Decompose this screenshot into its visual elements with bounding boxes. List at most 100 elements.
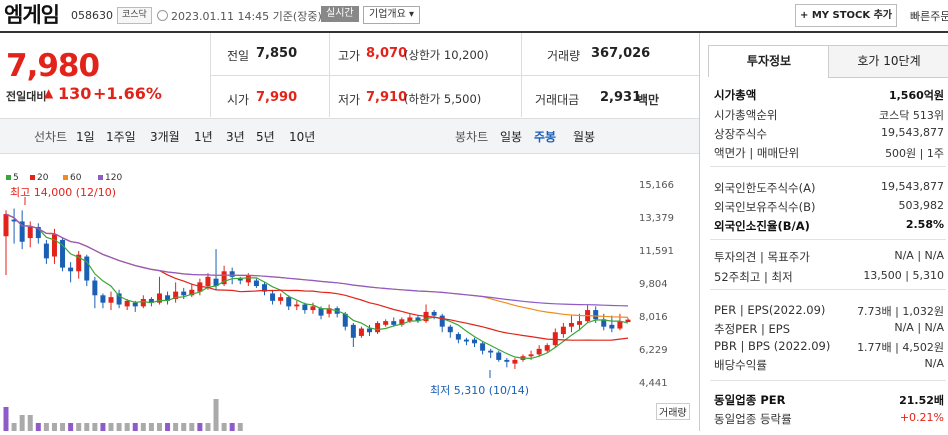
candle-period-tab[interactable]: 월봉 <box>573 130 596 144</box>
stock-name: 엠게임 <box>4 3 60 27</box>
candle-body <box>213 278 219 287</box>
candle-body <box>577 321 583 325</box>
period-tab[interactable]: 1년 <box>194 130 213 144</box>
chart-period-bar <box>0 118 699 154</box>
candle-body <box>439 315 445 327</box>
period-tab[interactable]: 3년 <box>226 130 245 144</box>
info-value: 21.52배 <box>899 394 944 407</box>
company-overview-dropdown[interactable]: 기업개요 ▾ <box>363 6 420 24</box>
legend-swatch <box>63 175 68 180</box>
legend-item: 120 <box>98 173 122 183</box>
info-value: 7.73배 | 1,032원 <box>857 305 944 318</box>
clock-icon <box>157 10 168 21</box>
info-label: 배당수익률 <box>714 358 767 372</box>
panel-divider <box>710 380 946 381</box>
legend-label: 60 <box>70 173 82 183</box>
lower-limit: (하한가 5,500) <box>404 92 482 106</box>
info-label: PBR | BPS (2022.09) <box>714 339 831 353</box>
volume-bar <box>124 423 130 431</box>
candle-body <box>100 295 106 303</box>
candle-body <box>415 317 421 322</box>
candle-body <box>43 243 49 259</box>
info-label: 추정PER | EPS <box>714 322 791 336</box>
candle-period-tab[interactable]: 일봉 <box>500 130 523 144</box>
info-value: 19,543,877 <box>881 126 944 139</box>
info-value: 13,500 | 5,310 <box>863 269 944 282</box>
realtime-button[interactable]: 실시간 <box>321 6 359 22</box>
candle-body <box>27 226 33 239</box>
info-value: N/A | N/A <box>894 249 944 262</box>
candle-body <box>19 221 25 242</box>
open-value: 7,990 <box>256 90 298 105</box>
info-value: +0.21% <box>899 411 944 424</box>
y-tick-label: 6,229 <box>639 344 668 356</box>
volume-bar <box>43 423 49 431</box>
volume-bar <box>237 423 243 431</box>
info-value: N/A | N/A <box>894 321 944 334</box>
period-tab[interactable]: 5년 <box>256 130 275 144</box>
volume-bar <box>165 423 171 431</box>
candle-body <box>407 317 413 322</box>
period-tab[interactable]: 3개월 <box>150 130 180 144</box>
volume-bar <box>221 423 227 431</box>
volume-bar <box>205 423 211 431</box>
period-tab[interactable]: 1주일 <box>106 130 136 144</box>
candle-body <box>383 321 389 325</box>
info-value: N/A <box>924 357 944 370</box>
y-tick-label: 11,591 <box>639 246 674 257</box>
volume-bar <box>51 423 57 431</box>
candle-body <box>431 311 437 316</box>
info-label: 액면가 | 매매단위 <box>714 146 800 160</box>
header-divider <box>0 31 948 33</box>
volume-bar <box>148 423 154 431</box>
volume-bar <box>108 423 114 431</box>
tab-orderbook[interactable]: 호가 10단계 <box>828 45 948 78</box>
volume-bar <box>92 423 98 431</box>
candle-body <box>245 274 251 283</box>
y-tick-label: 9,804 <box>639 278 668 290</box>
info-label: 외국인한도주식수(A) <box>714 181 816 195</box>
period-tab[interactable]: 10년 <box>289 130 316 144</box>
info-label: 동일업종 등락률 <box>714 412 792 426</box>
candle-body <box>124 300 130 307</box>
candle-body <box>132 302 138 307</box>
legend-swatch <box>30 175 35 180</box>
info-label: PER | EPS(2022.09) <box>714 303 826 317</box>
candle-body <box>455 334 461 340</box>
moving-average-line <box>5 213 629 360</box>
candle-body <box>601 319 607 327</box>
candle-body <box>447 326 453 333</box>
candle-body <box>261 284 267 292</box>
info-label: 상장주식수 <box>714 127 767 141</box>
change-label: 전일대비 <box>6 90 47 103</box>
quick-order-link[interactable]: 빠른주문 <box>910 10 948 23</box>
legend-swatch <box>98 175 103 180</box>
legend-label: 120 <box>105 173 123 183</box>
volume-bar <box>68 423 74 431</box>
volume-bar <box>116 423 122 431</box>
candle-body <box>350 324 356 338</box>
volume-bar <box>189 423 195 431</box>
timestamp: 2023.01.11 14:45 기준(장중) <box>171 10 322 23</box>
period-tab[interactable]: 1일 <box>76 130 95 144</box>
add-mystock-button[interactable]: + MY STOCK 추가 <box>795 4 897 27</box>
high-value: 8,070 <box>366 46 408 61</box>
volume-bar <box>19 415 25 431</box>
legend-item: 5 <box>6 173 19 183</box>
amount-value: 2,931 <box>600 90 642 105</box>
candle-body <box>205 276 211 287</box>
candle-body <box>302 304 308 311</box>
high-note: 최고 14,000 (12/10) <box>10 186 117 199</box>
y-tick-label: 15,166 <box>639 180 674 191</box>
price-change: 130 <box>58 84 92 103</box>
candle-body <box>148 298 154 303</box>
candle-body <box>496 352 502 360</box>
legend-swatch <box>6 175 11 180</box>
amount-unit: 백만 <box>637 93 660 107</box>
candle-chart-label: 봉차트 <box>455 130 489 144</box>
tab-invest-info[interactable]: 투자정보 <box>708 45 830 77</box>
candle-period-tab[interactable]: 주봉 <box>534 130 557 144</box>
volume-bar <box>11 423 17 431</box>
volume-bar <box>84 423 90 431</box>
current-price: 7,980 <box>6 48 100 84</box>
